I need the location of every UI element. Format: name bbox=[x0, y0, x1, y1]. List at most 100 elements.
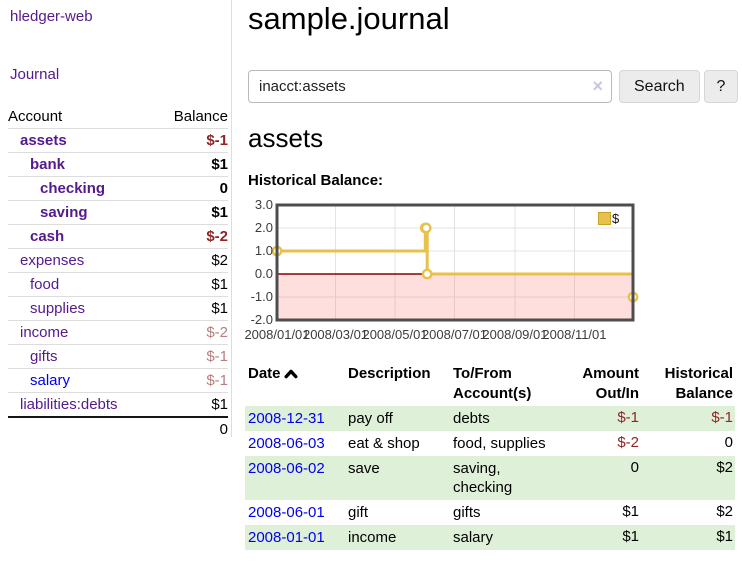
clear-search-icon[interactable]: × bbox=[592, 76, 603, 96]
sidebar-account-row: liabilities:debts $1 bbox=[8, 392, 228, 416]
sidebar: hledger-web Journal Account Balance asse… bbox=[0, 0, 232, 440]
col-header-description: Description bbox=[348, 365, 431, 382]
sidebar-account-row: cash $-2 bbox=[8, 224, 228, 248]
table-cell: eat & shop bbox=[348, 435, 420, 452]
table-cell: saving, checking bbox=[453, 460, 513, 496]
x-axis-tick-label: 2008/05/01 bbox=[362, 327, 428, 342]
account-balance: $1 bbox=[211, 204, 228, 221]
transaction-date-link[interactable]: 2008-06-03 bbox=[248, 435, 325, 452]
account-balance: $-1 bbox=[206, 132, 228, 149]
sidebar-account-link[interactable]: liabilities:debts bbox=[20, 396, 118, 413]
sidebar-account-link[interactable]: assets bbox=[20, 132, 67, 149]
y-axis-tick-label: 2.0 bbox=[254, 220, 273, 235]
sidebar-account-link[interactable]: income bbox=[20, 324, 69, 341]
table-cell: $1 bbox=[716, 528, 733, 545]
register-body: 2008-12-31 pay off debts $-1 $-1 2008-06-03 ea… bbox=[245, 406, 735, 550]
account-balance: $-1 bbox=[206, 372, 228, 389]
legend-swatch-icon bbox=[598, 212, 611, 225]
sidebar-account-row: saving $1 bbox=[8, 200, 228, 224]
account-heading: assets bbox=[248, 123, 324, 153]
chart-legend: $ bbox=[598, 211, 619, 226]
historical-balance-chart: $ 3.0 2.0 1.0 0.0 -1.0 -2.0 2008/01/01 2008/03/… bbox=[244, 197, 640, 350]
sidebar-account-row: supplies $1 bbox=[8, 296, 228, 320]
sidebar-account-link[interactable]: gifts bbox=[30, 348, 58, 365]
table-cell: income bbox=[348, 529, 397, 546]
balance-column-header: Balance bbox=[173, 107, 228, 125]
table-cell: $-1 bbox=[617, 409, 639, 426]
search-input[interactable] bbox=[248, 70, 612, 103]
chart-title: Historical Balance: bbox=[248, 172, 384, 189]
account-balance: $1 bbox=[211, 156, 228, 173]
y-axis-tick-label: 1.0 bbox=[254, 243, 273, 258]
accounts-list: assets $-1 bank $1 checking 0 saving $1 cash $-2 e… bbox=[8, 128, 228, 416]
sidebar-account-link[interactable]: cash bbox=[30, 228, 65, 245]
col-header-balance: Historical Balance bbox=[664, 365, 733, 402]
register-header-row: Date Description To/From Account(s) Amou… bbox=[245, 362, 735, 406]
sort-ascending-caret-icon bbox=[284, 369, 298, 379]
help-button[interactable]: ? bbox=[704, 70, 738, 103]
table-cell: $-2 bbox=[617, 434, 639, 451]
transaction-date-link[interactable]: 2008-06-01 bbox=[248, 504, 325, 521]
y-axis-tick-label: 0.0 bbox=[254, 266, 273, 281]
table-row: 2008-06-01 gift gifts $1 $2 bbox=[245, 500, 735, 525]
table-cell: gifts bbox=[453, 504, 481, 521]
x-axis-tick-label: 2008/03/01 bbox=[302, 327, 369, 342]
sidebar-account-row: salary $-1 bbox=[8, 368, 228, 392]
table-cell: 0 bbox=[724, 434, 733, 451]
page-title: sample.journal bbox=[248, 1, 450, 36]
table-cell: debts bbox=[453, 410, 490, 427]
table-cell: $-1 bbox=[711, 409, 733, 426]
sidebar-account-link[interactable]: food bbox=[30, 276, 60, 293]
transaction-date-link[interactable]: 2008-12-31 bbox=[248, 410, 325, 427]
search-button[interactable]: Search bbox=[619, 70, 700, 103]
search-form: × Search ? bbox=[248, 70, 738, 103]
table-cell: pay off bbox=[348, 410, 393, 427]
table-cell: $1 bbox=[622, 528, 639, 545]
col-header-amount: Amount Out/In bbox=[582, 365, 639, 402]
register-table: Date Description To/From Account(s) Amou… bbox=[245, 362, 735, 550]
main-content: sample.journal × Search ? assets Histori… bbox=[244, 0, 742, 582]
x-axis-tick-label: 2008/01/01 bbox=[244, 327, 310, 342]
transaction-date-link[interactable]: 2008-06-02 bbox=[248, 460, 325, 477]
chart-canvas bbox=[271, 203, 639, 322]
account-balance: $1 bbox=[211, 276, 228, 293]
accounts-table: Account Balance assets $-1 bank $1 checking 0… bbox=[8, 104, 228, 440]
table-cell: food, supplies bbox=[453, 435, 546, 452]
transaction-date-link[interactable]: 2008-01-01 bbox=[248, 529, 325, 546]
sidebar-account-link[interactable]: bank bbox=[30, 156, 66, 173]
sidebar-account-link[interactable]: checking bbox=[40, 180, 106, 197]
col-header-accounts: To/From Account(s) bbox=[453, 365, 532, 402]
account-balance: $1 bbox=[211, 396, 228, 413]
app-title-link[interactable]: hledger-web bbox=[10, 8, 93, 25]
x-axis-tick-label: 2008/11/01 bbox=[542, 327, 607, 342]
total-balance: 0 bbox=[219, 420, 228, 438]
table-row: 2008-06-03 eat & shop food, supplies $-2 0 bbox=[245, 431, 735, 456]
sidebar-account-link[interactable]: saving bbox=[40, 204, 88, 221]
y-axis-tick-label: -2.0 bbox=[250, 312, 273, 327]
table-cell: $2 bbox=[716, 503, 733, 520]
account-balance: $-1 bbox=[206, 348, 228, 365]
sidebar-account-link[interactable]: expenses bbox=[20, 252, 85, 269]
sidebar-item-journal[interactable]: Journal bbox=[10, 66, 60, 83]
sidebar-account-row: assets $-1 bbox=[8, 128, 228, 152]
account-balance: $2 bbox=[211, 252, 228, 269]
account-balance: 0 bbox=[219, 180, 228, 197]
col-header-date[interactable]: Date bbox=[245, 362, 345, 406]
x-axis-tick-label: 2008/07/01 bbox=[421, 327, 488, 342]
sidebar-account-link[interactable]: supplies bbox=[30, 300, 86, 317]
y-axis-tick-label: 3.0 bbox=[254, 197, 273, 212]
sidebar-account-link[interactable]: salary bbox=[30, 372, 71, 389]
sidebar-account-row: food $1 bbox=[8, 272, 228, 296]
sidebar-account-row: expenses $2 bbox=[8, 248, 228, 272]
legend-label: $ bbox=[612, 211, 620, 226]
search-box: × bbox=[248, 70, 612, 103]
sidebar-account-row: gifts $-1 bbox=[8, 344, 228, 368]
account-balance: $-2 bbox=[206, 228, 228, 245]
accounts-table-header: Account Balance bbox=[8, 104, 228, 128]
account-balance: $1 bbox=[211, 300, 228, 317]
table-row: 2008-06-02 save saving, checking 0 $2 bbox=[245, 456, 735, 500]
table-cell: 0 bbox=[630, 459, 639, 476]
table-cell: $1 bbox=[622, 503, 639, 520]
accounts-total-row: 0 bbox=[8, 416, 228, 440]
